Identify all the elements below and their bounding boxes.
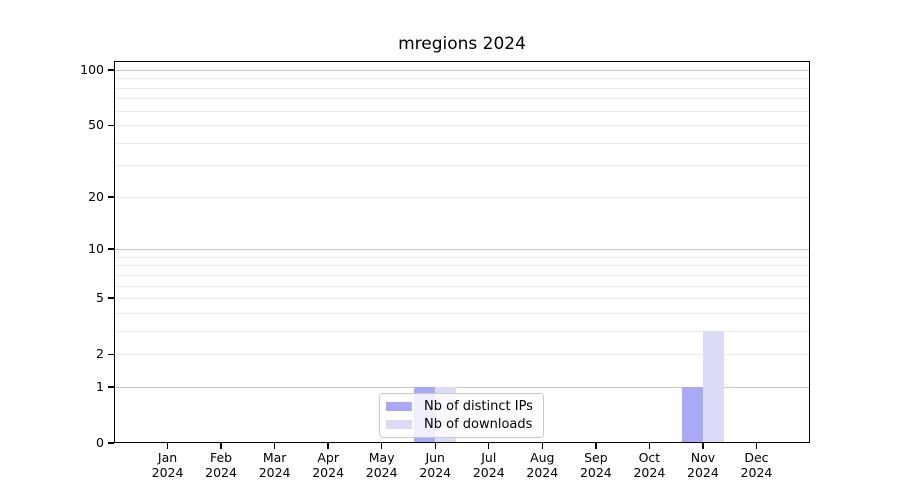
gridline-7 [114,274,810,276]
x-tick-label: Feb 2024 [205,450,237,480]
legend-row-distinct-ips: Nb of distinct IPs [386,399,537,414]
y-tick-label: 1 [96,378,104,394]
gridline-8 [114,265,810,267]
bar-nov-distinct-ips [681,386,703,443]
y-tick-label: 20 [88,188,104,204]
x-tick-mark [595,443,597,449]
gridline-1 [114,386,810,388]
x-tick-label: Mar 2024 [258,450,291,480]
x-tick-mark [702,443,704,449]
y-tick-mark [108,248,114,250]
gridline-60 [114,110,810,112]
gridline-40 [114,142,810,144]
x-tick-label: Oct 2024 [633,450,666,480]
x-tick-mark [488,443,490,449]
gridline-90 [114,78,810,80]
legend-label-distinct-ips: Nb of distinct IPs [424,399,533,414]
y-tick-label: 2 [96,346,104,362]
gridline-6 [114,285,810,287]
gridline-50 [114,125,810,127]
x-tick-mark [434,443,436,449]
legend-row-downloads: Nb of downloads [386,417,537,432]
legend-swatch-downloads [386,420,412,429]
x-tick-mark [220,443,222,449]
y-tick-label: 50 [88,117,104,133]
gridlines-layer [114,61,810,443]
gridline-2 [114,354,810,356]
y-tick-mark [108,353,114,355]
gridline-70 [114,98,810,100]
legend-swatch-distinct-ips [386,402,412,411]
x-tick-label: Dec 2024 [740,450,773,480]
gridline-9 [114,256,810,258]
y-tick-mark [108,124,114,126]
y-tick-mark [108,442,114,444]
x-tick-label: Jul 2024 [472,450,505,480]
x-tick-label: Nov 2024 [687,450,719,480]
y-tick-mark [108,69,114,71]
y-tick-mark [108,386,114,388]
gridline-10 [114,249,810,251]
x-tick-mark [273,443,276,449]
y-tick-label: 10 [88,241,104,257]
gridline-4 [114,312,810,314]
x-tick-mark [648,443,651,449]
x-tick-label: Apr 2024 [312,450,345,480]
x-tick-label: Aug 2024 [526,450,559,480]
x-tick-mark [755,443,758,449]
chart-title: mregions 2024 [398,34,526,54]
x-tick-label: May 2024 [365,450,398,480]
x-tick-mark [327,443,329,449]
gridline-100 [114,70,810,71]
y-tick-mark [108,297,114,299]
gridline-3 [114,330,810,332]
bars-layer [114,61,810,443]
y-tick-label: 0 [96,435,104,450]
x-tick-mark [166,443,169,449]
gridline-80 [114,87,810,89]
x-tick-label: Jun 2024 [419,450,452,480]
gridline-20 [114,196,810,198]
gridline-5 [114,298,810,300]
x-tick-mark [541,443,543,449]
legend-label-downloads: Nb of downloads [424,417,533,432]
plot-area: Nb of distinct IPs Nb of downloads [114,61,810,443]
y-tick-label: 100 [80,62,104,77]
x-tick-mark [380,443,383,449]
gridline-30 [114,165,810,167]
bar-nov-downloads [702,330,724,443]
x-tick-label: Sep 2024 [579,450,612,480]
x-tick-label: Jan 2024 [151,450,184,480]
y-tick-label: 5 [96,290,104,306]
y-tick-mark [108,196,114,198]
legend: Nb of distinct IPs Nb of downloads [379,393,544,438]
